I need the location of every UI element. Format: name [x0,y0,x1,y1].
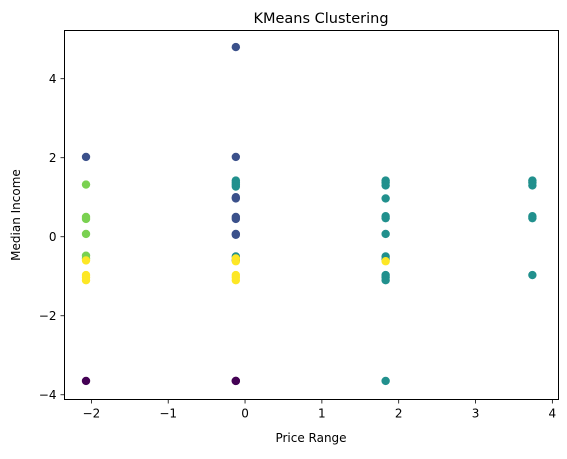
data-point-cluster-2 [381,275,390,285]
y-tick-label: 0 [49,230,57,244]
x-tick-label: −2 [83,407,101,421]
data-point-cluster-2 [381,194,390,203]
x-tick-label: −1 [159,407,177,421]
data-point-cluster-4 [231,275,241,285]
data-point-cluster-1 [81,152,91,162]
data-point-cluster-2 [528,270,537,280]
data-point-cluster-4 [81,256,91,265]
y-axis-label: Median Income [9,169,23,261]
data-point-cluster-2 [231,182,241,191]
data-point-cluster-3 [81,229,91,239]
data-point-cluster-2 [381,229,390,239]
data-point-cluster-1 [231,152,241,162]
x-tick-label: 4 [549,407,557,421]
y-tick-label: −4 [39,388,57,402]
data-point-cluster-1 [231,214,241,224]
x-tick-label: 2 [395,407,403,421]
data-point-cluster-2 [381,181,390,190]
data-point-cluster-4 [231,257,241,266]
data-point-cluster-1 [231,230,241,239]
data-point-cluster-1 [231,42,241,52]
plot-frame [64,30,559,400]
x-axis-ticks: −2 −1 0 1 2 3 4 [83,399,557,421]
x-tick-label: 0 [241,407,249,421]
data-point-cluster-0 [231,376,241,386]
y-tick-label: −2 [39,309,57,323]
y-tick-label: 2 [49,151,57,165]
x-tick-label: 1 [318,407,326,421]
data-point-cluster-0 [81,376,91,386]
data-point-cluster-2 [381,213,390,223]
x-tick-label: 3 [472,407,480,421]
data-point-cluster-3 [81,214,91,224]
y-axis-ticks: −4 −2 0 2 4 [39,72,65,402]
data-point-cluster-2 [528,181,537,190]
chart-title: KMeans Clustering [253,11,388,27]
data-point-cluster-3 [81,180,91,189]
data-point-cluster-2 [528,213,537,223]
x-axis-label: Price Range [275,431,346,445]
data-point-cluster-2 [381,376,390,386]
data-point-cluster-4 [381,257,390,266]
y-tick-label: 4 [49,72,57,86]
data-point-cluster-4 [81,275,91,285]
points-layer [81,42,537,386]
data-point-cluster-1 [231,194,241,203]
